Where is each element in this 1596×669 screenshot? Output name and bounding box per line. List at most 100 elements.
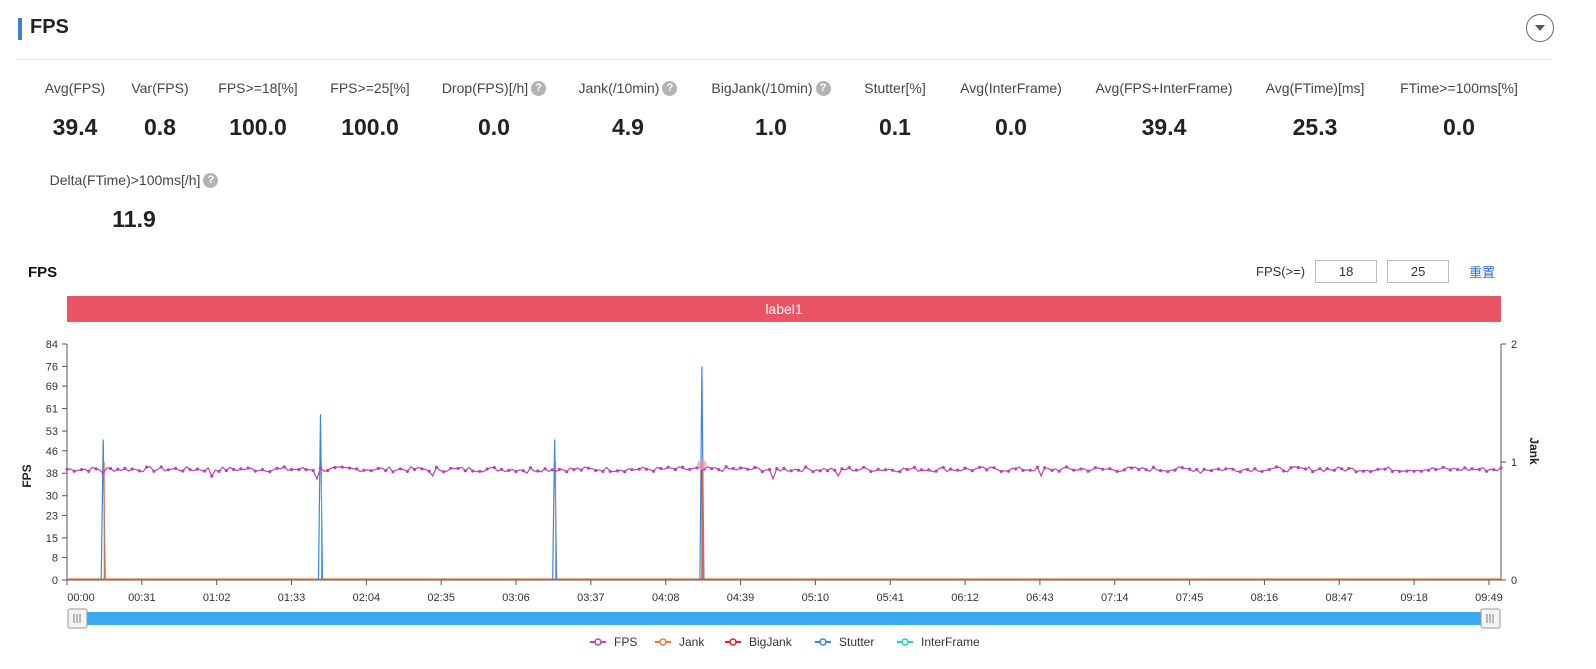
fps-point <box>1427 468 1431 472</box>
fps-point <box>1231 467 1235 471</box>
fps-point <box>456 466 460 471</box>
fps-point <box>384 468 388 473</box>
help-icon[interactable]: ? <box>662 80 678 96</box>
fps-point <box>326 468 330 473</box>
legend-label: Jank <box>679 635 705 649</box>
fps-point <box>1093 466 1097 470</box>
fps-point <box>1296 465 1300 470</box>
fps-point <box>1035 465 1040 469</box>
fps-point <box>1274 465 1279 469</box>
fps-point <box>956 468 960 472</box>
metric-label: Avg(FPS+InterFrame) <box>1095 80 1232 96</box>
fps-point <box>1282 469 1286 473</box>
fps-point <box>1006 469 1011 473</box>
metric-value: 0.1 <box>879 114 911 140</box>
legend-label: Stutter <box>839 635 874 649</box>
help-icon[interactable]: ? <box>203 172 219 188</box>
fps-point <box>572 468 576 472</box>
help-icon[interactable]: ? <box>531 80 547 96</box>
fps-point <box>152 469 156 473</box>
y-tick-label: 38 <box>46 468 58 480</box>
fps-point <box>1064 465 1069 469</box>
fps-point <box>1477 467 1481 472</box>
fps-point <box>1354 470 1358 474</box>
fps-point <box>601 469 605 473</box>
fps-point <box>1159 469 1163 473</box>
fps-point <box>1361 469 1365 473</box>
fps-point <box>369 469 373 473</box>
x-tick-label: 05:41 <box>876 592 904 604</box>
fps-point <box>289 468 294 472</box>
fps-point <box>1463 466 1467 470</box>
fps-point <box>731 466 735 471</box>
fps-point <box>666 465 670 469</box>
fps-point <box>608 469 612 473</box>
section-header: FPS <box>18 14 1554 60</box>
metric-label-text: BigJank(/10min) <box>711 80 813 96</box>
label-band <box>67 296 1501 322</box>
fps-threshold-input-2[interactable] <box>1387 259 1450 283</box>
fps-point <box>318 466 323 470</box>
fps-point <box>869 469 873 473</box>
fps-point <box>1014 467 1018 471</box>
metric-11: FTime>=100ms[%] 0.0 <box>1369 80 1549 141</box>
fps-point <box>1499 466 1503 470</box>
fps-point <box>717 468 721 472</box>
fps-point <box>499 467 504 471</box>
fps-point <box>333 465 337 470</box>
fps-point <box>1448 468 1452 472</box>
chart-title: FPS <box>28 264 58 281</box>
fps-point <box>1245 467 1250 472</box>
y-tick-label: 53 <box>46 426 58 438</box>
fps-point <box>405 469 409 473</box>
fps-point <box>1202 467 1206 471</box>
metric-12: Delta(FTime)>100ms[/h]? 11.9 <box>44 172 224 233</box>
reset-button[interactable]: 重置 <box>1469 264 1496 280</box>
collapse-button[interactable] <box>1526 14 1554 42</box>
fps-point <box>710 467 714 471</box>
fps-point <box>1238 470 1242 474</box>
fps-point <box>282 465 286 469</box>
fps-point <box>1216 467 1221 471</box>
fps-point <box>239 467 243 471</box>
fps-point <box>297 468 301 472</box>
metric-label-text: Avg(FPS+InterFrame) <box>1095 80 1233 96</box>
y-tick-label: 46 <box>46 446 58 458</box>
fps-point <box>963 466 967 470</box>
x-tick-label: 00:31 <box>128 592 156 604</box>
metric-label-text: FPS>=18[%] <box>218 80 298 96</box>
metric-label-text: Avg(FPS) <box>44 80 106 96</box>
fps-point <box>623 470 627 474</box>
fps-point <box>1072 468 1076 472</box>
fps-point <box>195 467 199 471</box>
fps-point <box>232 467 236 472</box>
legend-label: InterFrame <box>921 635 980 649</box>
fps-point <box>941 465 945 470</box>
fps-point <box>1289 466 1293 470</box>
fps-point <box>1079 467 1083 471</box>
help-icon[interactable]: ? <box>815 80 831 96</box>
fps-point <box>673 467 678 472</box>
metric-5: Jank(/10min)? 4.9 <box>538 80 718 141</box>
fps-point <box>659 466 663 471</box>
y2-tick-label: 0 <box>1511 575 1517 587</box>
fps-threshold-input-1[interactable] <box>1315 259 1378 283</box>
fps-point <box>579 468 583 472</box>
fps-point <box>782 466 786 470</box>
fps-point <box>1180 466 1184 470</box>
fps-point <box>1492 468 1496 472</box>
x-tick-label: 04:08 <box>652 592 680 604</box>
fps-point <box>1303 467 1308 471</box>
label-band-text: label1 <box>765 301 803 317</box>
metric-label-text: Avg(InterFrame) <box>960 80 1062 96</box>
fps-point <box>970 469 974 473</box>
fps-point <box>586 466 591 470</box>
fps-point <box>1130 466 1134 470</box>
fps-point <box>492 466 496 470</box>
x-tick-label: 09:49 <box>1475 592 1503 604</box>
metric-label-text: Avg(FTime)[ms] <box>1265 80 1365 96</box>
fps-point <box>1224 467 1228 471</box>
fps-point <box>847 466 851 470</box>
x-tick-label: 01:02 <box>203 592 231 604</box>
legend-marker <box>819 638 827 646</box>
